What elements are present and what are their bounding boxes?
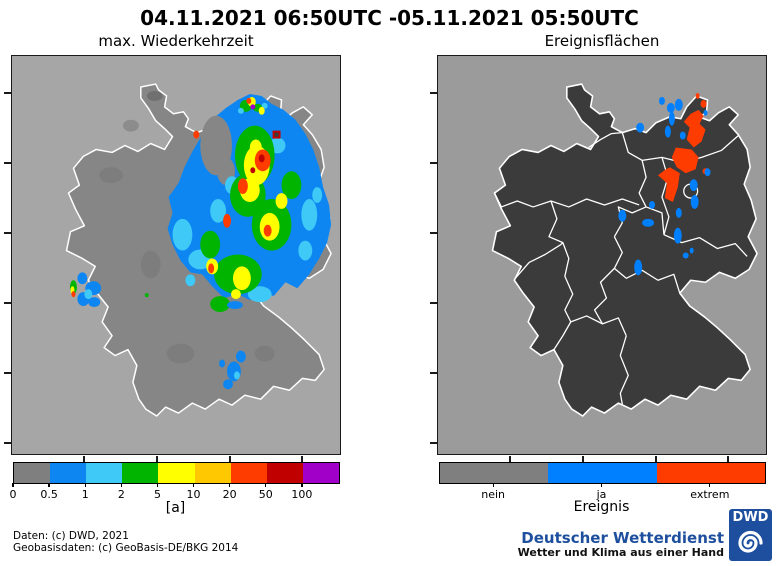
colorbar-segment (158, 463, 195, 483)
colorbar-tick-label: 0.5 (40, 488, 58, 501)
colorbar-tick-label: 0 (9, 488, 17, 501)
land-texture (99, 91, 275, 364)
coastal-spike-cluster (237, 96, 268, 115)
y-axis-tick (429, 302, 437, 304)
colorbar-segment (230, 463, 267, 483)
event-area-map (429, 55, 767, 463)
colorbar-segment (86, 463, 123, 483)
dwd-logo-text: DWD (732, 510, 769, 525)
colorbar-tick-label: ja (596, 488, 607, 501)
colorbar-tickmark (156, 483, 159, 487)
west-cluster (69, 272, 102, 308)
x-axis-tick (301, 455, 303, 463)
return-period-colorbar-ticks: 0 0.5 1 2 5 10 20 50 100 (9, 483, 338, 517)
colorbar-tickmark (600, 483, 603, 487)
x-axis-tick (156, 455, 158, 463)
south-spots (144, 293, 246, 390)
colorbar-tickmark (265, 483, 267, 487)
credits-line-1: Daten: (c) DWD, 2021 (13, 530, 129, 542)
colorbar-tickmark (492, 483, 494, 487)
colorbar-tick-label: 20 (222, 488, 237, 501)
x-axis-tick (582, 455, 584, 463)
return-period-map (3, 55, 341, 463)
y-axis-tick (429, 232, 437, 234)
event-area-map-canvas (491, 83, 758, 417)
page-title: 04.11.2021 06:50UTC -05.11.2021 05:50UTC (140, 6, 639, 30)
colorbar-tickmark (48, 483, 50, 487)
y-axis-tick (3, 442, 11, 444)
x-axis-tick (229, 455, 231, 463)
colorbar-tick-label: 1 (81, 488, 89, 501)
colorbar-tickmark (192, 483, 195, 487)
y-axis-tick (3, 162, 11, 164)
colorbar-tickmark (120, 483, 122, 487)
colorbar-tick-label: 2 (117, 488, 125, 501)
extreme-event-areas (657, 92, 709, 202)
colorbar-segment (302, 463, 339, 483)
colorbar-tick-label: extrem (690, 488, 730, 501)
colorbar-segment (548, 463, 657, 483)
x-axis-tick (727, 455, 729, 463)
colorbar-tickmark (301, 483, 303, 487)
event-overlay (618, 92, 711, 276)
return-period-colorbar (13, 462, 340, 484)
event-colorbar (439, 462, 766, 484)
dwd-org-name: Deutscher Wetterdienst (521, 529, 724, 547)
colorbar-segment (656, 463, 765, 483)
colorbar-segment (440, 463, 549, 483)
dwd-logo: DWD (729, 509, 772, 561)
state-borders (493, 131, 748, 405)
dwd-slogan: Wetter und Klima aus einer Hand (517, 546, 724, 559)
event-colorbar-ticks: nein ja extrem (439, 483, 764, 517)
colorbar-tick-label: 10 (186, 488, 201, 501)
colorbar-tickmark (229, 483, 231, 487)
y-axis-tick (429, 162, 437, 164)
y-axis-tick (3, 232, 11, 234)
colorbar-tickmark (12, 483, 14, 487)
return-period-raster (69, 93, 332, 390)
x-axis-tick (83, 455, 85, 463)
colorbar-tick-label: 100 (291, 488, 313, 501)
y-axis-tick (3, 92, 11, 94)
y-axis-tick (429, 372, 437, 374)
x-axis-tick (509, 455, 511, 463)
right-map-subtitle: Ereignisflächen (544, 32, 660, 50)
colorbar-tickmark (84, 483, 86, 487)
colorbar-segment (50, 463, 87, 483)
data-credits: Daten: (c) DWD, 2021 Geobasisdaten: (c) … (13, 530, 239, 554)
event-axis-label: Ereignis (573, 499, 630, 515)
colorbar-segment (194, 463, 231, 483)
colorbar-tick-label: 5 (153, 488, 161, 501)
y-axis-tick (429, 92, 437, 94)
x-axis-tick (655, 455, 657, 463)
y-axis-tick (429, 442, 437, 444)
colorbar-tick-label: 50 (258, 488, 273, 501)
colorbar-tick-label: nein (481, 488, 506, 501)
colorbar-tickmark (709, 483, 711, 487)
credits-line-2: Geobasisdaten: (c) GeoBasis-DE/BKG 2014 (13, 541, 239, 554)
return-period-unit-label: [a] (165, 500, 186, 516)
colorbar-segment (266, 463, 303, 483)
colorbar-segment (14, 463, 51, 483)
dwd-spiral-icon (738, 530, 763, 553)
yes-event-areas (618, 96, 711, 276)
y-axis-tick (3, 302, 11, 304)
colorbar-segment (122, 463, 159, 483)
y-axis-tick (3, 372, 11, 374)
left-map-subtitle: max. Wiederkehrzeit (98, 32, 254, 50)
return-period-map-canvas (65, 83, 332, 417)
